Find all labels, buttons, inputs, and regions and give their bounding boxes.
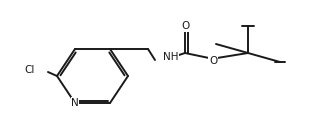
Text: NH: NH xyxy=(163,52,179,62)
Text: O: O xyxy=(181,21,189,31)
Text: O: O xyxy=(209,56,217,66)
Text: N: N xyxy=(71,98,79,108)
Text: Cl: Cl xyxy=(25,65,35,75)
